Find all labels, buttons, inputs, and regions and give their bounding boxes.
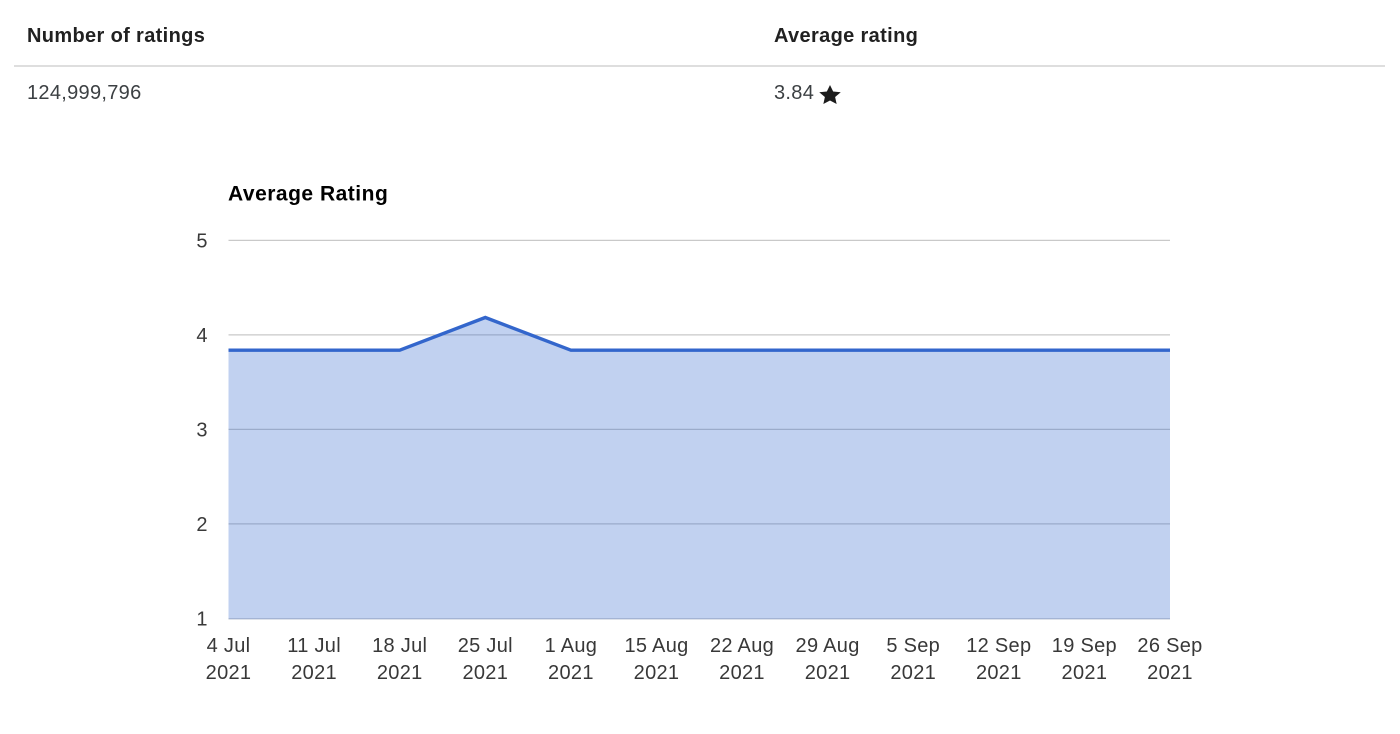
svg-text:18 Jul: 18 Jul bbox=[372, 635, 427, 657]
svg-text:22 Aug: 22 Aug bbox=[710, 635, 774, 657]
svg-text:25 Jul: 25 Jul bbox=[458, 635, 513, 657]
svg-text:2021: 2021 bbox=[1062, 662, 1108, 684]
svg-text:2021: 2021 bbox=[976, 662, 1022, 684]
svg-text:2021: 2021 bbox=[634, 662, 680, 684]
svg-text:1: 1 bbox=[196, 609, 207, 631]
svg-text:15 Aug: 15 Aug bbox=[624, 635, 688, 657]
svg-text:4 Jul: 4 Jul bbox=[207, 635, 251, 657]
svg-text:26 Sep: 26 Sep bbox=[1137, 635, 1202, 657]
svg-text:2: 2 bbox=[196, 514, 207, 536]
svg-text:2021: 2021 bbox=[377, 662, 423, 684]
svg-text:2021: 2021 bbox=[890, 662, 936, 684]
svg-text:2021: 2021 bbox=[805, 662, 851, 684]
svg-text:11 Jul: 11 Jul bbox=[287, 635, 341, 657]
svg-text:2021: 2021 bbox=[291, 662, 337, 684]
svg-text:5: 5 bbox=[196, 231, 207, 253]
svg-text:4: 4 bbox=[196, 325, 207, 347]
svg-text:29 Aug: 29 Aug bbox=[796, 635, 860, 657]
svg-text:Average Rating: Average Rating bbox=[228, 183, 388, 206]
svg-text:12 Sep: 12 Sep bbox=[966, 635, 1031, 657]
svg-text:2021: 2021 bbox=[206, 662, 252, 684]
svg-text:3: 3 bbox=[196, 420, 207, 442]
svg-text:2021: 2021 bbox=[548, 662, 594, 684]
svg-text:5 Sep: 5 Sep bbox=[886, 635, 940, 657]
svg-text:19 Sep: 19 Sep bbox=[1052, 635, 1117, 657]
svg-text:2021: 2021 bbox=[719, 662, 765, 684]
svg-text:2021: 2021 bbox=[1147, 662, 1193, 684]
svg-text:2021: 2021 bbox=[462, 662, 508, 684]
svg-text:1 Aug: 1 Aug bbox=[545, 635, 598, 657]
